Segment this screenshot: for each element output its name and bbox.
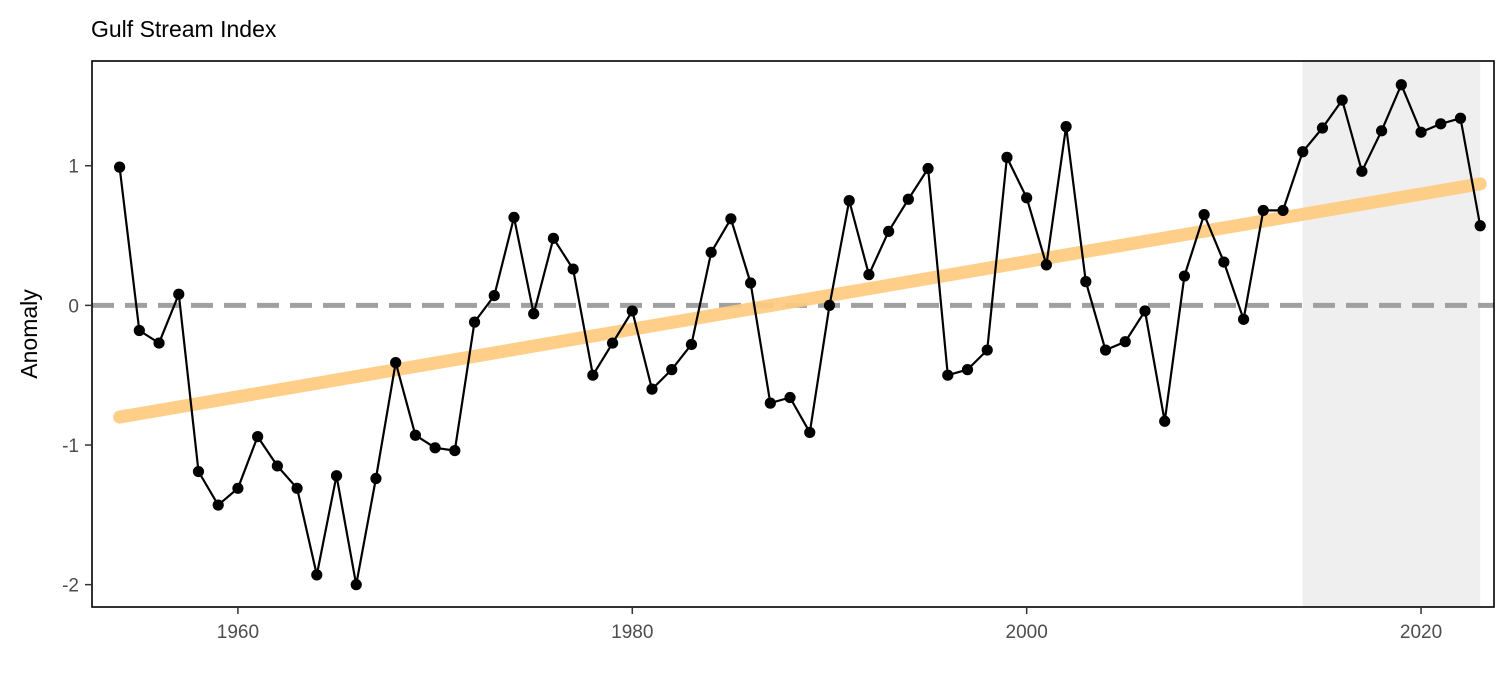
data-point — [173, 288, 185, 300]
data-point — [1021, 192, 1033, 204]
data-point — [1139, 305, 1151, 317]
data-point — [1218, 256, 1230, 268]
y-tick-label: -2 — [62, 576, 79, 597]
data-point — [804, 426, 816, 439]
data-point — [1198, 209, 1210, 221]
data-point — [981, 344, 993, 356]
data-point — [291, 482, 303, 494]
data-point — [1060, 121, 1072, 133]
y-axis-title: Anomaly — [16, 289, 42, 379]
data-point — [1277, 204, 1289, 217]
data-point — [1316, 122, 1329, 134]
data-point — [843, 195, 855, 207]
data-point — [606, 337, 619, 349]
data-point — [1415, 126, 1427, 138]
data-point — [1336, 94, 1348, 106]
data-point — [1474, 220, 1486, 232]
data-point — [429, 442, 441, 454]
data-point — [1376, 125, 1388, 137]
data-point — [646, 383, 658, 395]
data-point — [1237, 313, 1250, 325]
data-point — [1297, 146, 1309, 158]
data-point — [409, 429, 421, 441]
data-point — [1435, 118, 1447, 130]
data-point — [685, 338, 698, 351]
x-tick-label: 1980 — [611, 622, 653, 643]
data-point — [1356, 165, 1368, 177]
x-tick-label: 1960 — [217, 622, 259, 643]
plot-panel-border — [91, 60, 1495, 608]
data-point — [902, 193, 914, 205]
data-point — [449, 445, 461, 457]
data-point — [311, 569, 323, 581]
data-point — [114, 161, 126, 173]
data-point — [1099, 344, 1112, 356]
data-point — [784, 391, 796, 404]
data-point — [488, 289, 500, 302]
data-point — [330, 470, 343, 482]
x-axis: 1960 1980 2000 2020 — [217, 607, 1442, 643]
data-point — [1178, 270, 1191, 282]
data-point — [587, 369, 599, 381]
data-point — [922, 162, 934, 175]
data-point — [942, 369, 954, 381]
data-point — [271, 460, 283, 472]
series-group — [114, 79, 1486, 591]
y-tick-label: 1 — [68, 157, 79, 178]
data-point — [508, 211, 520, 223]
data-point — [764, 397, 776, 409]
data-point — [252, 431, 264, 443]
highlight-region — [1302, 61, 1481, 607]
data-point — [1454, 112, 1467, 124]
data-point — [370, 472, 382, 485]
data-point — [390, 357, 402, 369]
data-point — [1040, 259, 1052, 271]
y-tick-label: -1 — [62, 436, 79, 457]
data-point — [1159, 415, 1171, 427]
trend-line — [113, 177, 1487, 424]
y-tick-label: 0 — [68, 296, 79, 317]
y-axis: -2 -1 0 1 — [62, 157, 92, 597]
chart-title: Gulf Stream Index — [91, 16, 277, 42]
series-line — [118, 83, 1482, 586]
data-point — [863, 269, 875, 281]
data-point — [626, 305, 638, 317]
data-point — [232, 482, 244, 494]
data-point — [745, 277, 757, 289]
data-point — [1257, 204, 1269, 217]
data-point — [725, 213, 737, 225]
data-point — [883, 225, 895, 237]
x-tick-label: 2000 — [1006, 622, 1048, 643]
data-point — [468, 316, 481, 328]
data-point — [192, 465, 205, 478]
data-point — [350, 579, 362, 591]
data-point — [547, 232, 560, 244]
data-point — [528, 308, 540, 320]
data-point — [705, 246, 717, 258]
data-point — [961, 364, 974, 376]
data-point — [1119, 336, 1131, 348]
data-point — [1001, 151, 1013, 163]
data-point — [666, 364, 678, 376]
data-point — [212, 499, 224, 511]
x-tick-label: 2020 — [1400, 622, 1442, 643]
data-point — [1395, 79, 1407, 91]
data-point — [133, 324, 145, 337]
data-point — [823, 299, 836, 311]
data-point — [153, 337, 165, 349]
data-point — [567, 263, 579, 275]
data-point — [1080, 276, 1092, 288]
